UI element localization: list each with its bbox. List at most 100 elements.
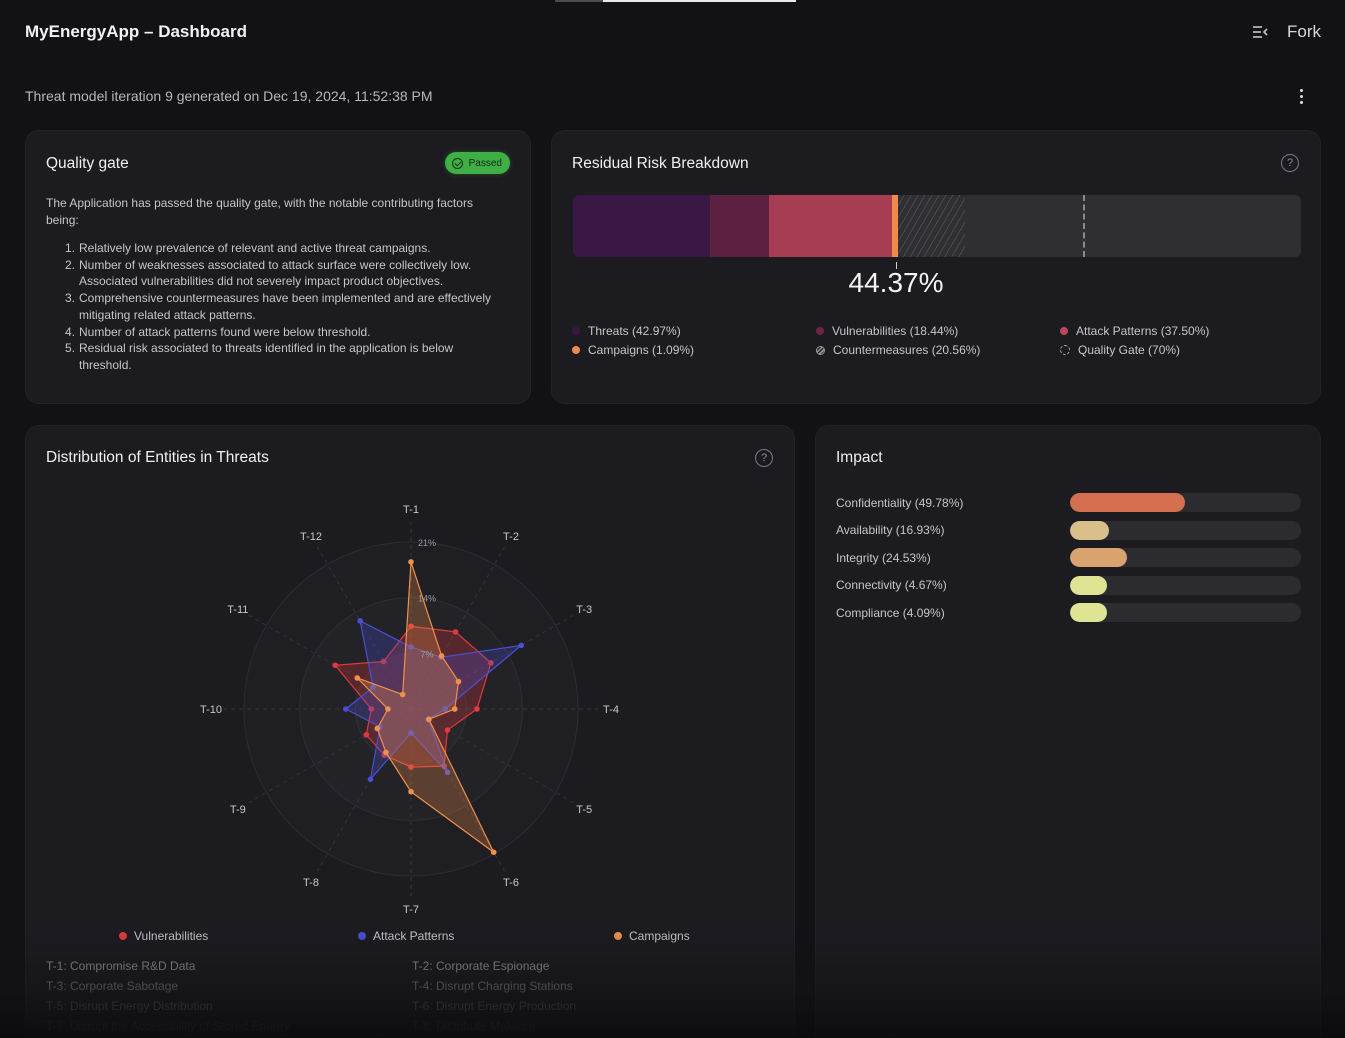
- impact-bar-fill: [1070, 493, 1185, 513]
- legend-label: Campaigns: [629, 929, 690, 943]
- quality-gate-title: Quality gate: [46, 155, 129, 172]
- help-icon[interactable]: ?: [1281, 154, 1299, 172]
- threat-list-item: T-3: Corporate Sabotage: [46, 979, 179, 993]
- radar-axis-label: T-12: [300, 531, 322, 543]
- collapse-menu-icon[interactable]: [1251, 23, 1269, 41]
- factor-text: Residual risk associated to threats iden…: [79, 341, 454, 372]
- threat-list-item: T-4: Disrupt Charging Stations: [412, 979, 573, 993]
- factor-item: 4. Number of attack patterns found were b…: [46, 324, 508, 341]
- radar-point-campaigns: [408, 788, 414, 795]
- legend-item[interactable]: Attack Patterns: [358, 929, 454, 943]
- legend-item: Vulnerabilities (18.44%): [816, 324, 1060, 338]
- radar-point-vulnerabilities: [474, 706, 480, 712]
- radar-spoke: [410, 708, 574, 803]
- radar-point-attack-patterns: [444, 769, 451, 776]
- check-circle-icon: [451, 157, 463, 169]
- fork-button[interactable]: Fork: [1287, 22, 1321, 41]
- threat-list: T-1: Compromise R&D Data T-2: Corporate E…: [46, 959, 786, 1035]
- radar-tick-label: 14%: [418, 594, 436, 604]
- radar-spoke: [410, 615, 574, 710]
- bar-segment-threats: [573, 195, 710, 257]
- radar-point-vulnerabilities: [363, 732, 370, 738]
- radar-spoke: [317, 546, 412, 710]
- residual-risk-card: Residual Risk Breakdown ? 44.37% Threats…: [551, 130, 1321, 404]
- quality-gate-factors: 1. Relatively low prevalence of relevant …: [46, 240, 508, 374]
- impact-label: Integrity (24.53%): [836, 550, 931, 565]
- impact-label: Availability (16.93%): [836, 523, 945, 538]
- legend-label: Countermeasures (20.56%): [833, 343, 981, 357]
- radar-point-vulnerabilities: [332, 662, 339, 669]
- radar-point-vulnerabilities: [444, 727, 451, 733]
- factor-text: Number of weaknesses associated to attac…: [79, 257, 472, 289]
- impact-row: Compliance (4.09%): [836, 599, 1302, 627]
- legend-swatch-icon: [119, 932, 127, 940]
- radar-point-vulnerabilities: [488, 660, 494, 666]
- radar-point-campaigns: [426, 716, 432, 723]
- bar-segment-campaigns: [891, 195, 899, 257]
- top-scroll-indicator: [555, 0, 796, 2]
- legend-item[interactable]: Vulnerabilities: [119, 929, 208, 943]
- threat-list-item: T-8: Distribute Malware: [412, 1019, 536, 1033]
- radar-point-attack-patterns: [367, 776, 374, 783]
- radar-axis-label: T-7: [403, 904, 419, 916]
- radar-point-attack-patterns: [342, 706, 349, 712]
- iteration-subtitle: Threat model iteration 9 generated on De…: [25, 88, 433, 104]
- legend-swatch-icon: [572, 327, 580, 335]
- legend-swatch-icon: [572, 346, 580, 354]
- threat-list-item: T-7: Disrupt the Accessibility of Stored…: [46, 1019, 290, 1033]
- more-options-icon[interactable]: [1293, 86, 1309, 106]
- impact-bar-track: [1070, 575, 1301, 595]
- legend-item: Countermeasures (20.56%): [816, 343, 1060, 357]
- legend-swatch-icon: [358, 932, 366, 940]
- legend-item: Threats (42.97%): [572, 324, 816, 338]
- radar-axis-label: T-4: [603, 704, 619, 716]
- impact-row: Availability (16.93%): [836, 517, 1302, 545]
- radar-point-vulnerabilities: [408, 623, 414, 630]
- legend-item: Quality Gate (70%): [1060, 343, 1304, 357]
- radar-point-campaigns: [451, 706, 458, 712]
- bar-segment-countermeasures: [898, 195, 965, 257]
- impact-bar-fill: [1070, 575, 1107, 595]
- help-icon[interactable]: ?: [755, 449, 773, 467]
- factor-number: 4.: [64, 324, 75, 339]
- factor-item: 5. Residual risk associated to threats id…: [46, 340, 508, 373]
- impact-card: Impact Confidentiality (49.78%) Availabil…: [815, 425, 1321, 1038]
- radar-axis-label: T-11: [227, 604, 248, 616]
- impact-list: Confidentiality (49.78%) Availability (16…: [836, 489, 1302, 627]
- radar-point-vulnerabilities: [408, 764, 414, 770]
- legend-label: Quality Gate (70%): [1078, 343, 1181, 357]
- radar-point-attack-patterns: [370, 684, 376, 690]
- radar-point-vulnerabilities: [380, 658, 387, 665]
- threat-list-item: T-6: Disrupt Energy Production: [412, 999, 577, 1013]
- radar-point-attack-patterns: [442, 706, 448, 712]
- radar-tick-label: 7%: [420, 649, 433, 659]
- legend-swatch-icon: [1060, 345, 1070, 355]
- factor-text: Relatively low prevalence of relevant an…: [79, 241, 431, 255]
- distribution-card: Distribution of Entities in Threats ? 7%…: [25, 425, 795, 1038]
- impact-bar-fill: [1070, 603, 1107, 623]
- legend-label: Campaigns (1.09%): [588, 343, 695, 357]
- radar-spoke: [410, 546, 505, 710]
- threat-list-item: T-5: Disrupt Energy Distribution: [46, 999, 213, 1013]
- bar-segment-attack-patterns: [768, 195, 892, 257]
- threat-list-item: T-2: Corporate Espionage: [412, 959, 550, 973]
- legend-swatch-icon: [1060, 327, 1068, 335]
- radar-point-campaigns: [374, 725, 381, 732]
- radar-axis-label: T-8: [303, 877, 319, 889]
- radar-point-campaigns: [385, 706, 391, 712]
- legend-label: Attack Patterns (37.50%): [1076, 324, 1210, 338]
- radar-point-attack-patterns: [357, 618, 363, 624]
- legend-item[interactable]: Campaigns: [614, 929, 690, 943]
- impact-title: Impact: [836, 449, 883, 466]
- impact-bar-fill: [1070, 548, 1127, 568]
- bar-segment-vulnerabilities: [709, 195, 769, 257]
- factor-number: 3.: [64, 291, 75, 306]
- status-badge: Passed: [444, 152, 510, 174]
- distribution-title: Distribution of Entities in Threats: [46, 449, 269, 466]
- radar-point-campaigns: [455, 678, 462, 685]
- header-actions: Fork: [1251, 22, 1321, 42]
- legend-item: Attack Patterns (37.50%): [1060, 324, 1304, 338]
- factor-text: Number of attack patterns found were bel…: [79, 324, 371, 339]
- radar-axis-label: T-5: [576, 804, 592, 816]
- radar-axis-label: T-10: [200, 704, 222, 716]
